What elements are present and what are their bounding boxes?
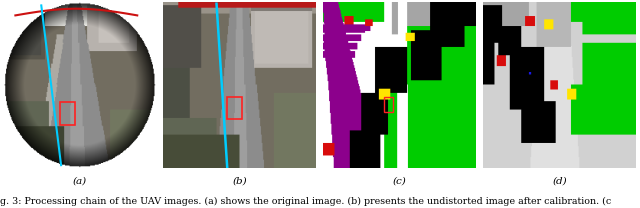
Bar: [227, 97, 243, 119]
Text: (d): (d): [552, 177, 566, 186]
Text: (b): (b): [232, 177, 246, 186]
Bar: [384, 97, 393, 112]
Text: (a): (a): [72, 177, 86, 186]
Text: (c): (c): [392, 177, 406, 186]
Text: g. 3: Processing chain of the UAV images. (a) shows the original image. (b) pres: g. 3: Processing chain of the UAV images…: [0, 197, 611, 206]
Bar: [60, 102, 75, 125]
